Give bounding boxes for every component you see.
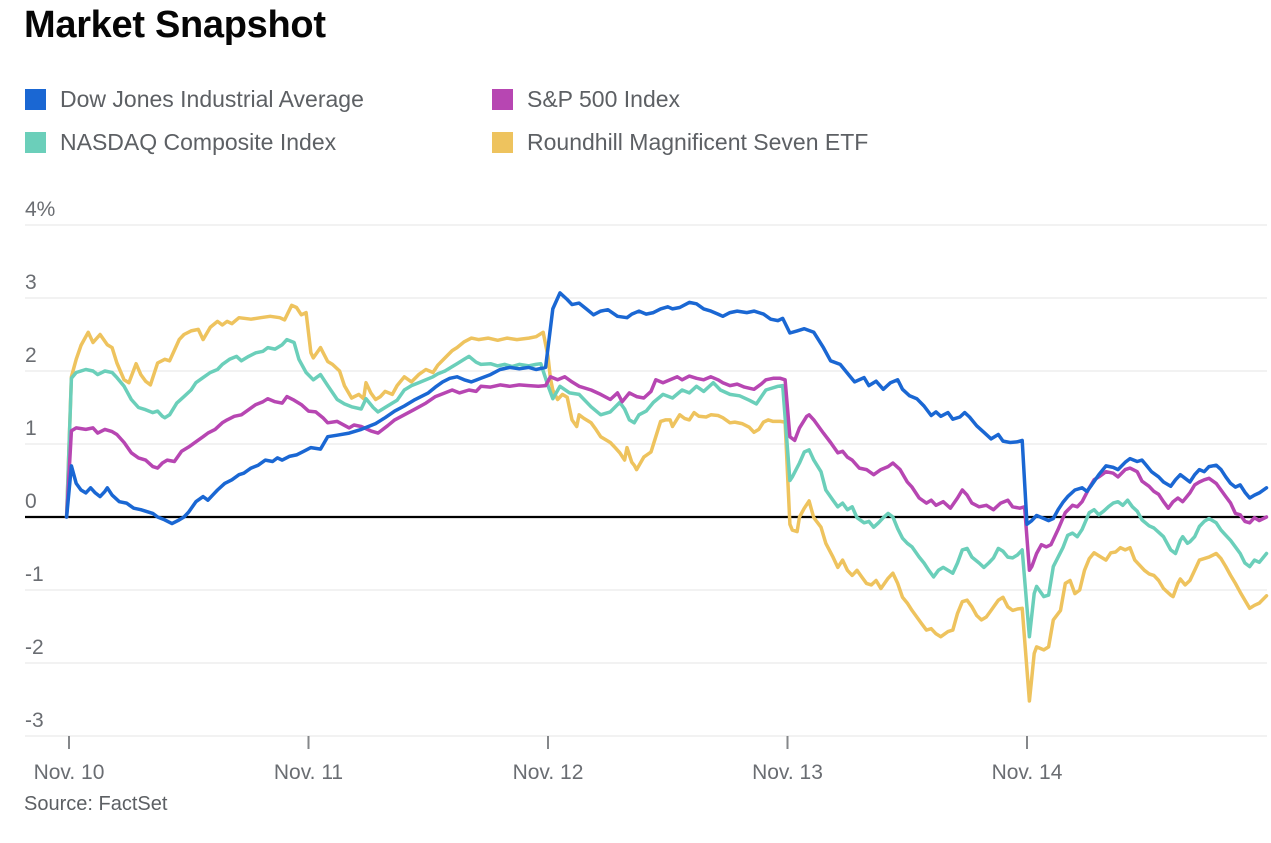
legend-swatch-dow-jones-icon: [25, 88, 46, 110]
y-axis-label: 3: [25, 271, 37, 294]
source-note: Source: FactSet: [24, 793, 168, 815]
x-axis-label: Nov. 11: [274, 761, 343, 784]
y-axis-label: 4%: [25, 198, 55, 221]
x-axis-label: Nov. 12: [513, 761, 584, 784]
legend-label-nasdaq: NASDAQ Composite Index: [60, 128, 337, 155]
legend-label-dow-jones: Dow Jones Industrial Average: [60, 85, 364, 112]
y-axis-label: 0: [25, 490, 37, 513]
legend-item-sp-500: S&P 500 Index: [492, 86, 680, 112]
x-axis-label: Nov. 13: [752, 761, 823, 784]
legend-swatch-sp-500-icon: [492, 88, 513, 110]
series-line-nasdaq: [64, 337, 1269, 639]
chart-title: Market Snapshot: [24, 4, 326, 46]
legend-item-dow-jones: Dow Jones Industrial Average: [25, 86, 364, 112]
legend-item-roundhill-mag7: Roundhill Magnificent Seven ETF: [492, 129, 868, 155]
y-axis-label: 2: [25, 344, 37, 367]
legend-item-nasdaq: NASDAQ Composite Index: [25, 129, 336, 155]
y-axis-label: -3: [25, 709, 44, 732]
legend-swatch-nasdaq-icon: [25, 131, 46, 153]
legend-label-roundhill-mag7: Roundhill Magnificent Seven ETF: [527, 128, 869, 155]
x-axis-label: Nov. 14: [992, 761, 1063, 784]
series-line-roundhill-mag7: [64, 303, 1269, 703]
x-axis-label: Nov. 10: [34, 761, 105, 784]
legend-swatch-roundhill-mag7-icon: [492, 131, 513, 153]
y-axis-label: -2: [25, 636, 44, 659]
series-line-dow-jones: [64, 291, 1269, 527]
y-axis-label: 1: [25, 417, 37, 440]
legend-label-sp-500: S&P 500 Index: [527, 85, 681, 112]
y-axis-label: -1: [25, 563, 44, 586]
series-line-sp-500: [64, 374, 1269, 573]
